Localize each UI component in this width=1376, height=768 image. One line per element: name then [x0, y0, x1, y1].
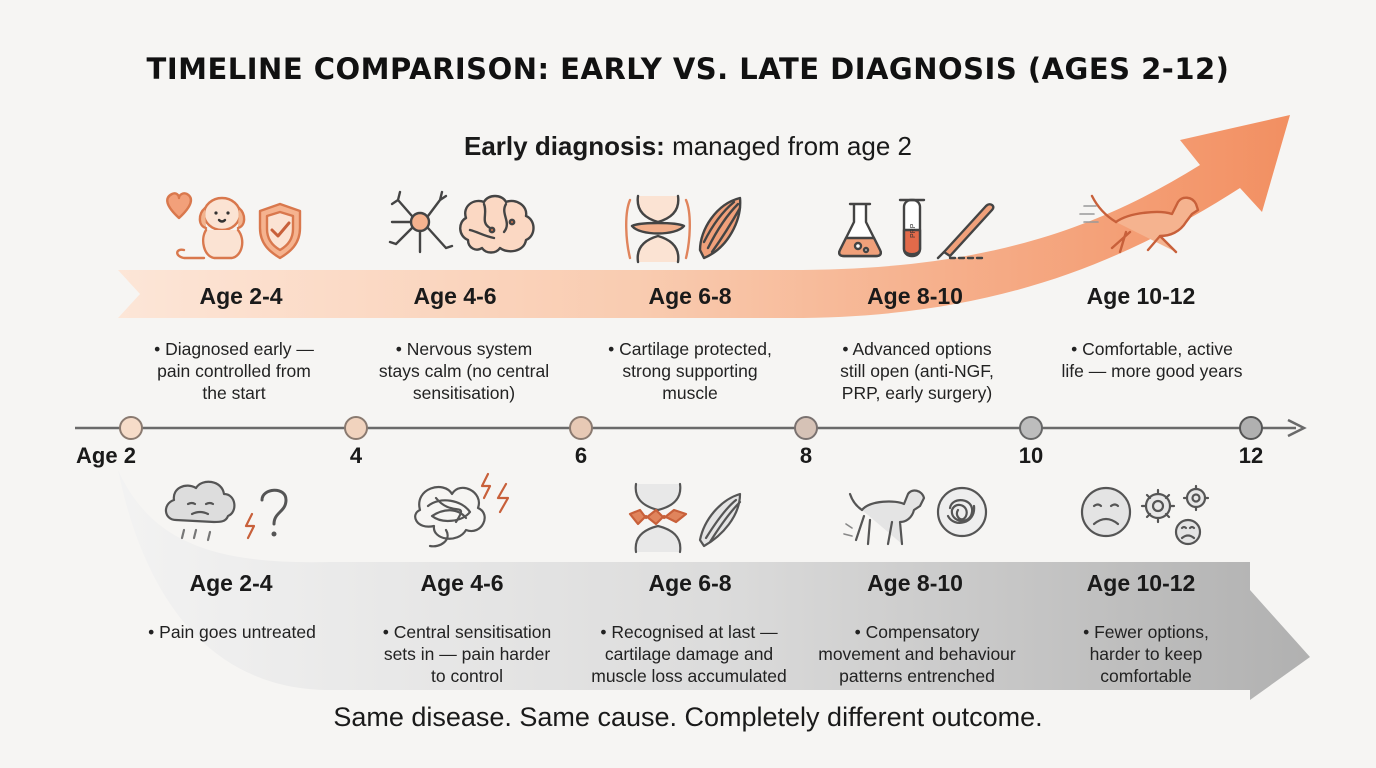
late-stage-label: Age 6-8	[648, 570, 732, 596]
early-diagnosis-arrow	[118, 115, 1290, 318]
early-stage-label: Age 6-8	[648, 283, 732, 309]
neuron-icon	[388, 190, 454, 254]
early-stage-description: • Diagnosed early — pain controlled from t…	[154, 339, 314, 403]
shield-check-icon	[258, 202, 302, 260]
axis-marker-8	[794, 416, 818, 440]
axis-markers	[119, 416, 1263, 440]
late-stage-description: • Compensatory movement and behaviour patt…	[818, 622, 1016, 686]
storm-cloud-icon	[164, 480, 236, 542]
sad-face-icon	[1080, 486, 1132, 538]
axis-marker-2	[119, 416, 143, 440]
early-stage-description: • Comfortable, active life — more good ye…	[1061, 339, 1243, 381]
axis-tick-label: Age 2	[76, 443, 136, 468]
axis-marker-10	[1019, 416, 1043, 440]
early-heading-bold: Early diagnosis:	[464, 131, 665, 161]
scribble-circle-icon	[936, 486, 988, 538]
page-title: TIMELINE COMPARISON: EARLY VS. LATE DIAG…	[146, 52, 1230, 86]
muscle-fiber-icon	[698, 492, 742, 548]
early-stage-label: Age 8-10	[867, 283, 963, 309]
late-stage-description: • Pain goes untreated	[148, 622, 316, 642]
scalpel-icon	[936, 203, 995, 260]
prp-tube-icon: PRP	[898, 198, 926, 258]
healthy-joint-icon	[625, 194, 691, 264]
late-stage-description: • Fewer options, harder to keep comfortabl…	[1083, 622, 1209, 686]
axis-tick-label: 8	[799, 443, 813, 468]
axis-tick-label: 12	[1238, 443, 1264, 468]
late-stage-description: • Recognised at last — cartilage damage a…	[591, 622, 787, 686]
tangled-nerves-icon	[414, 472, 510, 548]
puppy-icon	[176, 196, 246, 260]
footer-tagline: Same disease. Same cause. Completely dif…	[333, 702, 1043, 732]
heart-icon	[166, 192, 193, 220]
early-stage-label: Age 2-4	[199, 283, 283, 309]
early-stage-label: Age 4-6	[413, 283, 497, 309]
axis-marker-4	[344, 416, 368, 440]
late-stage-description: • Central sensitisation sets in — pain ha…	[382, 622, 552, 686]
prp-tube-label: PRP	[910, 223, 917, 238]
early-heading-rest: managed from age 2	[664, 131, 912, 161]
axis-marker-6	[569, 416, 593, 440]
gears-icon	[1140, 484, 1210, 546]
axis-marker-12	[1239, 416, 1263, 440]
early-stage-description: • Cartilage protected, strong supporting m…	[608, 339, 772, 403]
axis-tick-label: 4	[349, 443, 363, 468]
early-stage-description: • Advanced options still open (anti-NGF, P…	[840, 339, 994, 403]
age-axis-arrowhead	[1287, 418, 1307, 438]
running-dog-icon	[1079, 194, 1200, 254]
early-diagnosis-heading: Early diagnosis: managed from age 2	[0, 131, 1376, 162]
muscle-icon	[698, 196, 742, 260]
flask-icon	[838, 202, 882, 258]
late-stage-label: Age 4-6	[420, 570, 504, 596]
axis-tick-label: 6	[574, 443, 588, 468]
late-stage-label: Age 10-12	[1086, 570, 1196, 596]
early-stage-description: • Nervous system stays calm (no central se…	[378, 339, 550, 403]
brain-icon	[459, 194, 535, 254]
late-stage-label: Age 2-4	[189, 570, 273, 596]
limping-dog-icon	[843, 489, 926, 546]
lightning-question-icon	[244, 488, 288, 540]
axis-tick-label: 10	[1018, 443, 1044, 468]
late-stage-label: Age 8-10	[867, 570, 963, 596]
damaged-joint-icon	[628, 482, 688, 554]
early-stage-label: Age 10-12	[1086, 283, 1196, 309]
late-diagnosis-arrow	[118, 470, 1310, 700]
